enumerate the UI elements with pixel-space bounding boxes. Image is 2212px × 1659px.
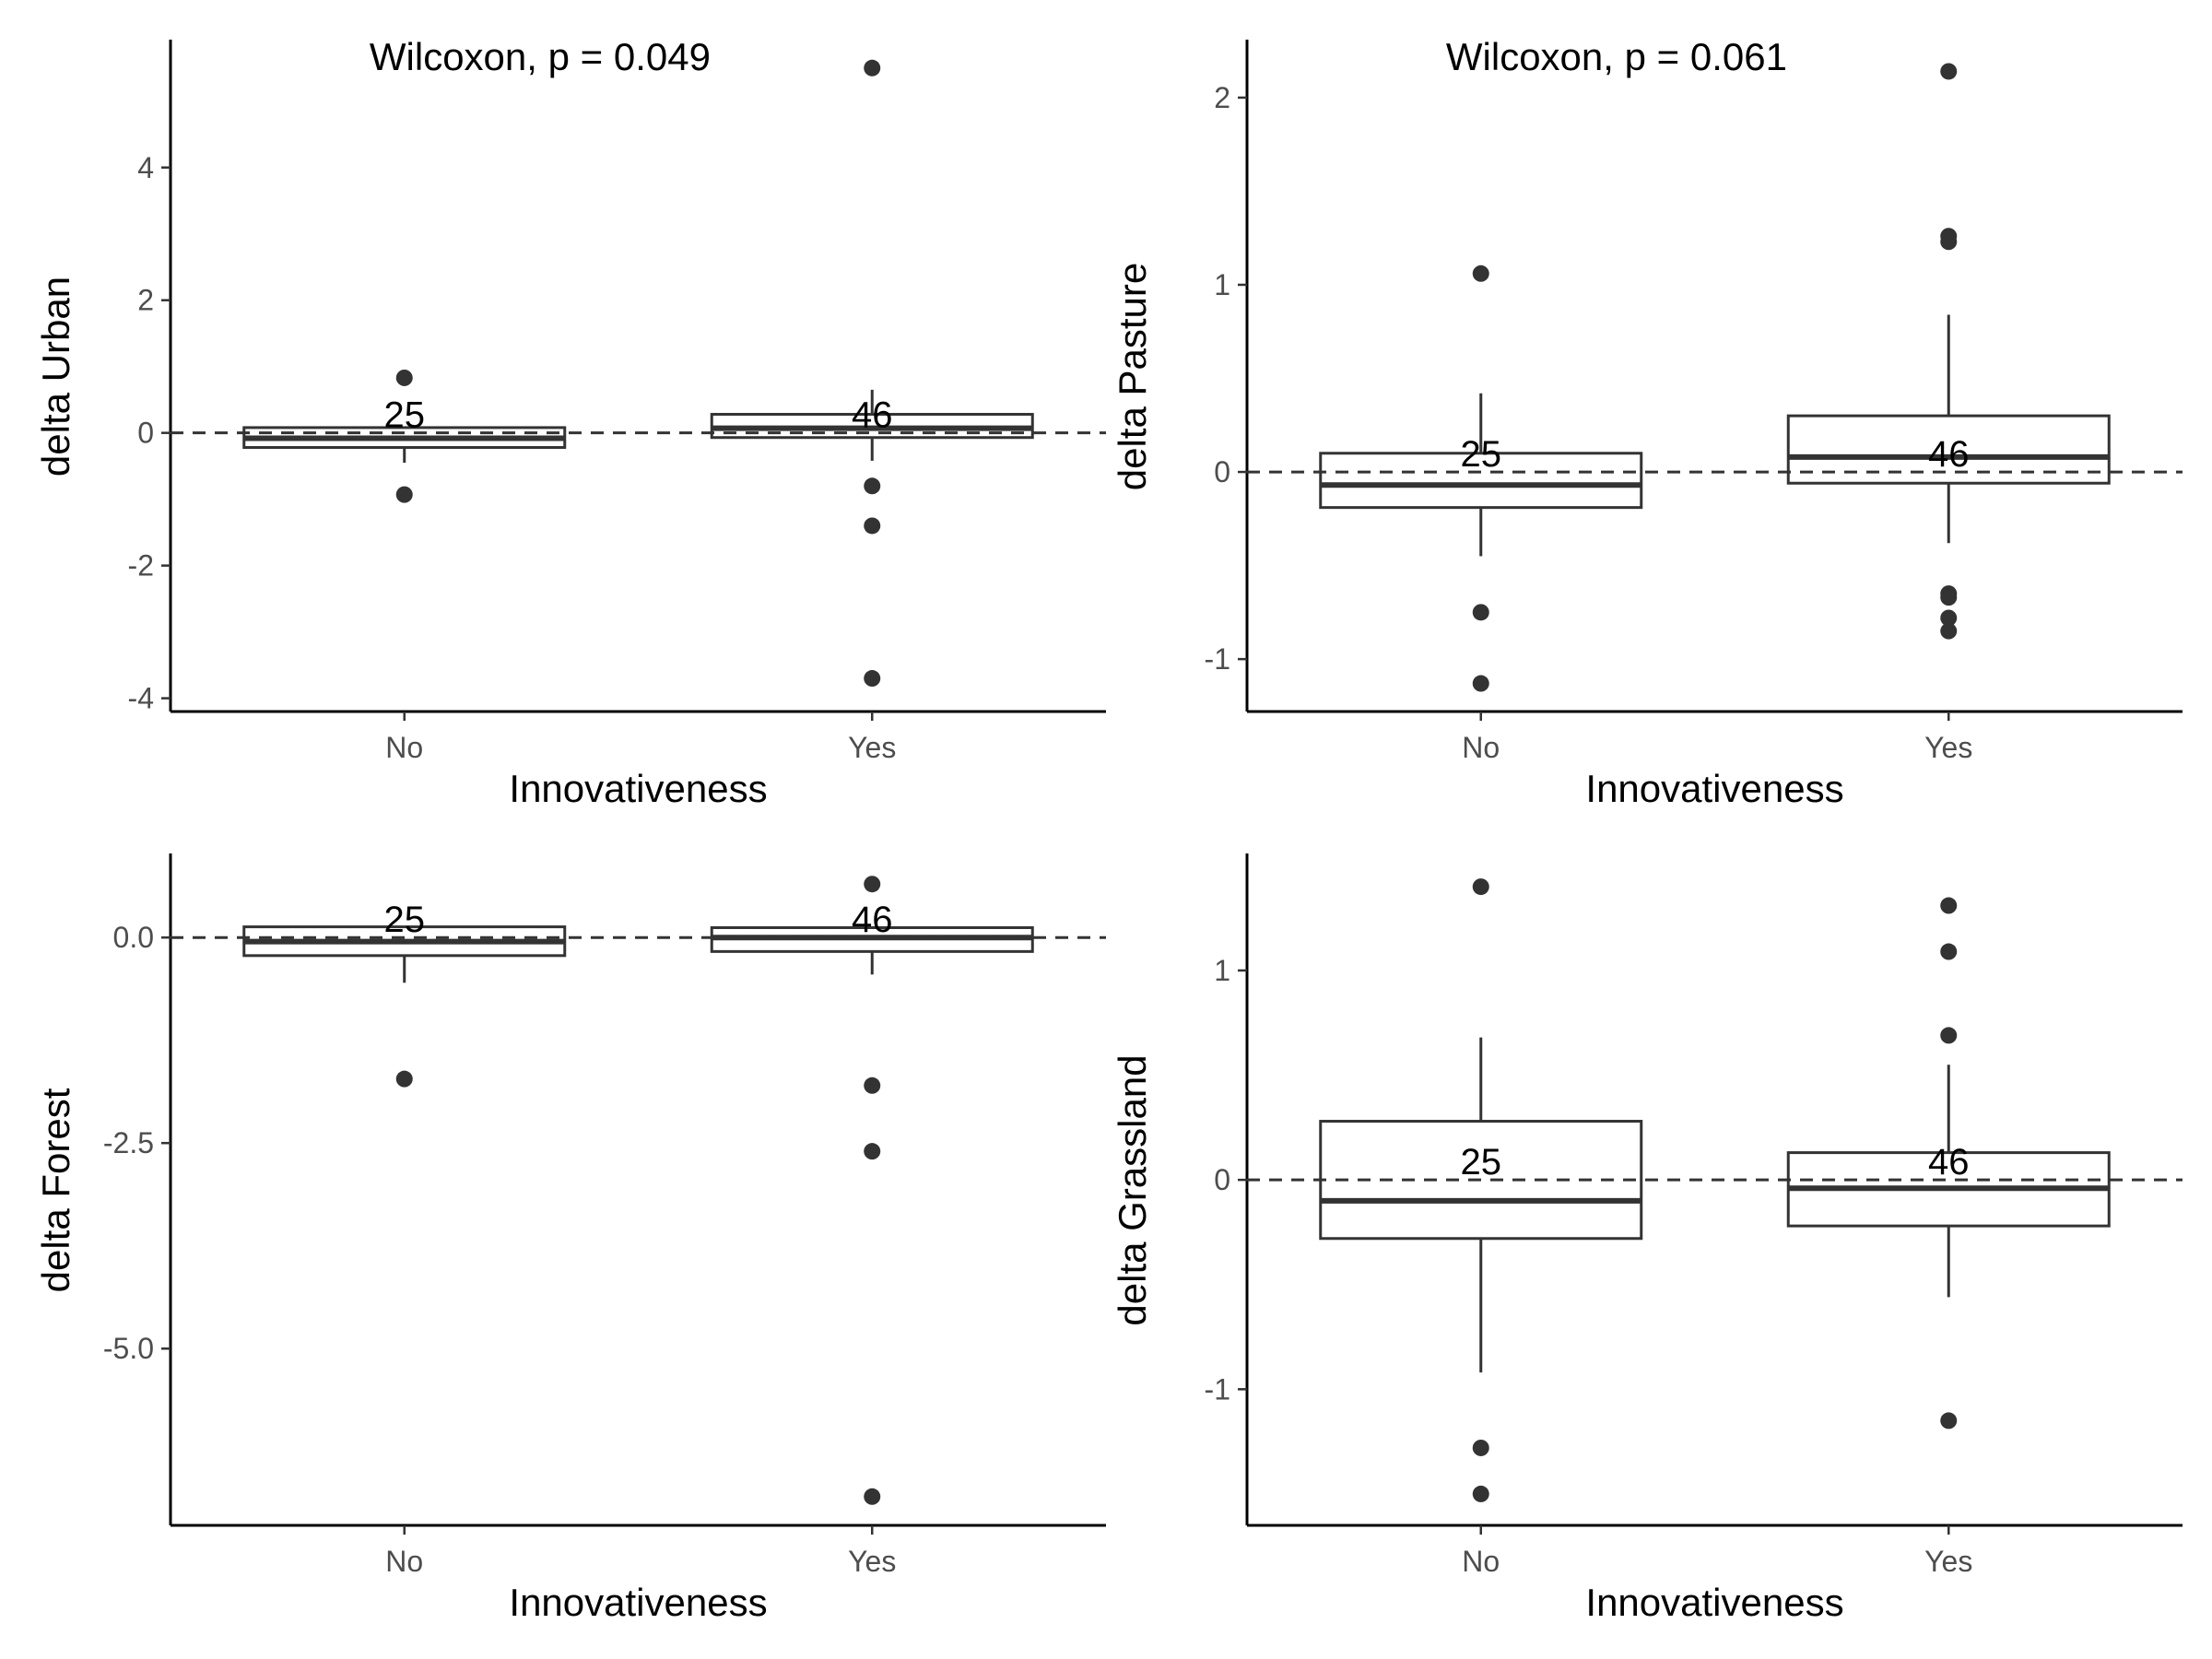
- x-tick-label: Yes: [848, 1545, 896, 1578]
- y-tick-label: -4: [128, 682, 154, 715]
- box-no: [242, 369, 567, 503]
- outlier-point: [395, 369, 413, 386]
- x-tick-label: No: [385, 1545, 423, 1578]
- outlier-point: [1940, 622, 1958, 640]
- outlier-point: [1940, 943, 1958, 960]
- outlier-point: [1472, 878, 1489, 896]
- y-tick-label: -2: [128, 549, 154, 582]
- y-tick-label: 2: [137, 284, 154, 317]
- count-label: 25: [1461, 434, 1502, 475]
- outlier-point: [864, 517, 881, 535]
- x-axis-title: Innovativeness: [1585, 1581, 1843, 1624]
- outlier-point: [1472, 604, 1489, 621]
- y-axis-title: delta Urban: [34, 276, 77, 477]
- outlier-point: [864, 1143, 881, 1160]
- x-axis-title: Innovativeness: [509, 1581, 767, 1624]
- outlier-point: [864, 59, 881, 76]
- count-label: 25: [384, 395, 426, 436]
- outlier-point: [864, 670, 881, 688]
- box-no: [1319, 265, 1643, 692]
- outlier-point: [1940, 1412, 1958, 1430]
- count-label: 25: [384, 900, 426, 940]
- box-yes: [710, 876, 1034, 1505]
- y-tick-label: -1: [1205, 642, 1230, 676]
- y-tick-label: 2: [1214, 81, 1230, 114]
- count-label: 46: [1928, 434, 1970, 475]
- count-label: 46: [1928, 1142, 1970, 1182]
- outlier-point: [1472, 1485, 1489, 1502]
- outlier-point: [1940, 609, 1958, 627]
- x-tick-label: No: [385, 731, 423, 764]
- outlier-point: [1940, 897, 1958, 914]
- outlier-point: [1472, 265, 1489, 282]
- y-tick-label: 4: [137, 151, 154, 184]
- panel-4: 1 0 -1 No Yes Innovativeness delta Grassland 25…: [1111, 853, 2183, 1624]
- outlier-point: [1940, 63, 1958, 80]
- outlier-point: [1472, 675, 1489, 692]
- y-tick-label: -2.5: [103, 1126, 154, 1159]
- wilcoxon-annotation: Wilcoxon, p = 0.049: [370, 35, 711, 78]
- y-tick-label: 0: [137, 417, 154, 450]
- outlier-point: [1940, 589, 1958, 606]
- box-no: [242, 925, 567, 1088]
- box-no: [1319, 878, 1643, 1502]
- y-axis-title: delta Pasture: [1111, 263, 1154, 491]
- x-tick-label: Yes: [1924, 731, 1972, 764]
- panel-1: 4 2 0 -2 -4 No Yes Innovativeness delta Urban 25 4…: [34, 35, 1106, 810]
- x-tick-label: Yes: [1924, 1545, 1972, 1578]
- y-tick-label: 1: [1214, 268, 1230, 301]
- outlier-point: [1472, 1439, 1489, 1456]
- box-yes: [1786, 897, 2111, 1430]
- outlier-point: [395, 1070, 413, 1088]
- y-tick-label: -5.0: [103, 1332, 154, 1365]
- y-tick-label: 0: [1214, 1163, 1230, 1196]
- y-tick-label: 1: [1214, 954, 1230, 987]
- panel-3: 0.0 -2.5 -5.0 No Yes Innovativeness delta Fore…: [34, 853, 1106, 1624]
- outlier-point: [864, 1488, 881, 1505]
- y-axis-title: delta Forest: [34, 1088, 77, 1292]
- y-axis-title: delta Grassland: [1111, 1054, 1154, 1325]
- x-tick-label: No: [1462, 1545, 1500, 1578]
- count-label: 46: [852, 395, 893, 436]
- x-tick-label: No: [1462, 731, 1500, 764]
- box-iqr: [1319, 452, 1643, 510]
- count-label: 46: [852, 900, 893, 940]
- outlier-point: [1940, 233, 1958, 251]
- panel-2: 2 1 0 -1 No Yes Innovativeness delta Pasture 25 4…: [1111, 35, 2183, 810]
- wilcoxon-annotation: Wilcoxon, p = 0.061: [1446, 35, 1787, 78]
- y-tick-label: 0: [1214, 455, 1230, 488]
- count-label: 25: [1461, 1142, 1502, 1182]
- y-tick-label: 0.0: [113, 921, 154, 954]
- y-tick-label: -1: [1205, 1372, 1230, 1406]
- x-axis-title: Innovativeness: [1585, 767, 1843, 810]
- box-yes: [1786, 63, 2111, 640]
- outlier-point: [864, 477, 881, 495]
- outlier-point: [864, 1077, 881, 1094]
- box-yes: [710, 59, 1034, 688]
- outlier-point: [1940, 1027, 1958, 1044]
- outlier-point: [395, 486, 413, 503]
- x-axis-title: Innovativeness: [509, 767, 767, 810]
- x-tick-label: Yes: [848, 731, 896, 764]
- outlier-point: [864, 876, 881, 893]
